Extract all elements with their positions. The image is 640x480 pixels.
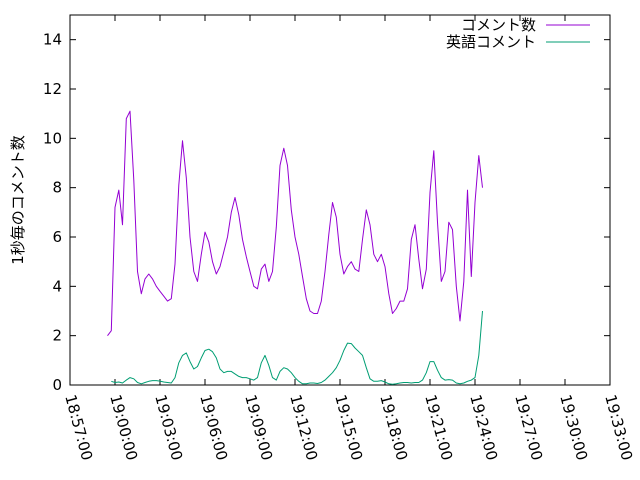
y-tick-label: 6	[52, 228, 62, 246]
y-tick-label: 0	[52, 376, 62, 394]
plot-frame-layer	[69, 14, 611, 386]
x-tick-label: 19:21:00	[421, 393, 456, 463]
x-tick-label: 19:30:00	[556, 393, 591, 463]
x-tick-label: 19:06:00	[196, 393, 231, 463]
x-tick-label: 19:12:00	[286, 393, 321, 463]
y-tick-label: 4	[52, 277, 62, 295]
y-tick-label: 2	[52, 327, 62, 345]
legend-label-1: コメント数	[461, 16, 536, 34]
y-axis-ticks: 0 2 4 6 8 10 12 14	[43, 31, 610, 394]
legend-label-2: 英語コメント	[446, 33, 536, 51]
series-line-2	[111, 310, 483, 385]
series-line-1	[107, 110, 483, 337]
y-tick-label: 10	[43, 129, 62, 147]
x-tick-label: 19:00:00	[106, 393, 141, 463]
x-tick-label: 18:57:00	[61, 393, 96, 463]
x-tick-label: 19:09:00	[241, 393, 276, 463]
series-layer	[107, 110, 483, 385]
y-tick-label: 8	[52, 179, 62, 197]
y-tick-label: 14	[43, 31, 62, 49]
y-axis-label: 1秒毎のコメント数	[9, 135, 27, 265]
x-axis-ticks: 18:57:00 19:00:00 19:03:00 19:06:00 19:09:00…	[61, 15, 636, 462]
x-tick-label: 19:03:00	[151, 393, 186, 463]
x-tick-label: 19:33:00	[601, 393, 636, 463]
y-tick-label: 12	[43, 80, 62, 98]
plot-frame	[69, 14, 611, 386]
x-tick-label: 19:27:00	[511, 393, 546, 463]
x-tick-label: 19:18:00	[376, 393, 411, 463]
x-tick-label: 19:24:00	[466, 393, 501, 463]
x-tick-label: 19:15:00	[331, 393, 366, 463]
